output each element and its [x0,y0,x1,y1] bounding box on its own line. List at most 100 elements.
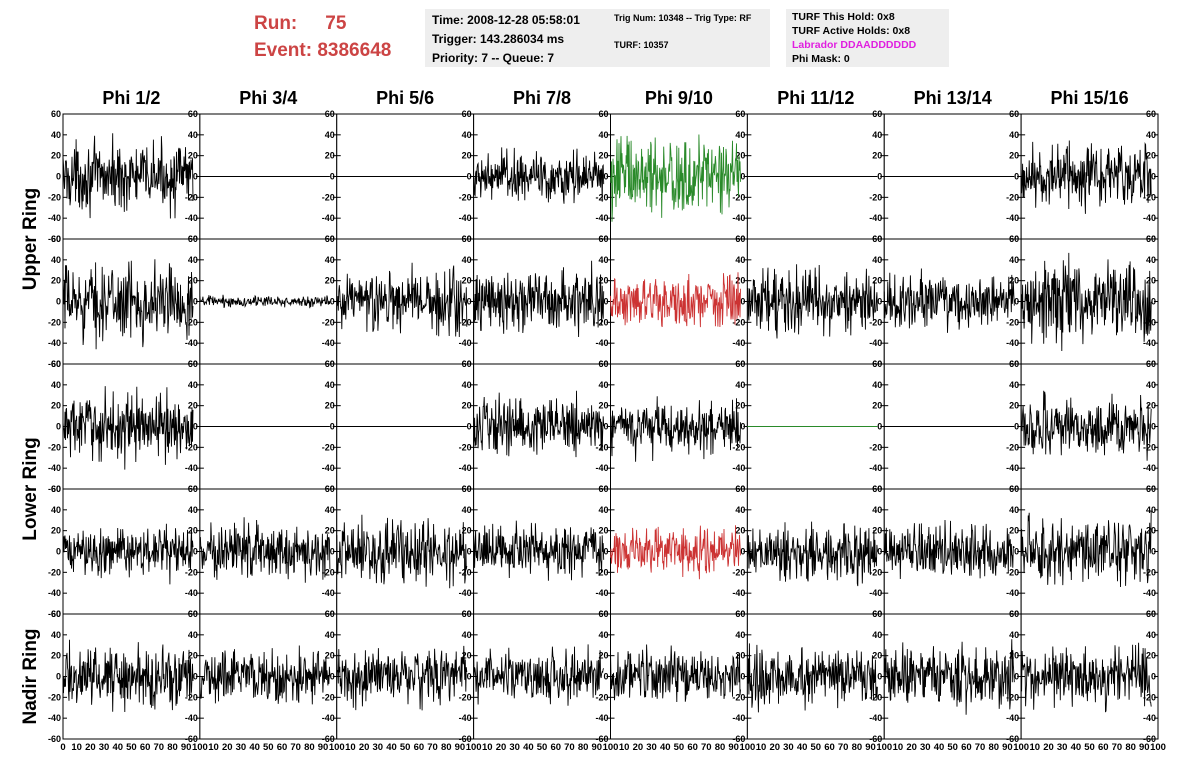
y-tick-label: -20 [732,317,745,327]
y-tick-label: 20 [1009,651,1019,661]
y-tick-label: 20 [51,276,61,286]
y-tick-label: 60 [598,109,608,119]
y-tick-label: 40 [735,255,745,265]
x-tick-label: 70 [290,742,301,753]
y-tick-label: 60 [1146,109,1156,119]
y-tick-label: 40 [1146,255,1156,265]
x-tick-label: 50 [811,742,822,753]
x-tick-label: 70 [154,742,165,753]
y-tick-label: 20 [1146,401,1156,411]
y-tick-label: -20 [869,567,882,577]
y-tick-label: 40 [598,630,608,640]
x-tick-label: 70 [564,742,575,753]
y-tick-label: 0 [56,547,61,557]
y-tick-label: -60 [48,734,61,744]
y-tick-label: 20 [51,401,61,411]
ring-labels: Upper Ring Lower Ring Nadir Ring [20,188,41,725]
y-tick-label: -40 [1143,338,1156,348]
y-tick-label: 60 [325,359,335,369]
x-tick-label: 10 [208,742,219,753]
x-tick-label: 40 [249,742,260,753]
x-tick-label: 60 [687,742,698,753]
waveform-trace [62,386,194,470]
waveform-trace [199,517,331,583]
y-tick-label: -40 [1006,713,1019,723]
trig-info-box: Trig Num: 10348 -- Trig Type: RF TURF: 1… [606,9,770,67]
y-tick-label: -20 [322,192,335,202]
y-tick-label: 0 [1014,547,1019,557]
x-tick-label: 50 [537,742,548,753]
x-tick-label: 90 [865,742,876,753]
y-tick-label: 60 [872,484,882,494]
y-tick-label: -40 [322,463,335,473]
y-tick-label: 20 [325,276,335,286]
x-tick-label: 40 [112,742,123,753]
x-tick-label: 90 [592,742,603,753]
waveform-trace [473,260,605,338]
y-tick-label: 40 [1146,630,1156,640]
y-tick-label: 20 [325,401,335,411]
y-tick-label: -20 [1143,192,1156,202]
y-tick-label: 40 [1009,505,1019,515]
waveform-trace [610,644,741,703]
y-tick-label: 20 [462,526,472,536]
y-tick-label: 60 [51,609,61,619]
y-tick-label: -40 [48,713,61,723]
y-tick-label: 0 [56,422,61,432]
x-tick-label: 10 [893,742,904,753]
waveform-trace [336,514,468,589]
y-tick-label: 40 [462,130,472,140]
y-tick-label: 40 [735,505,745,515]
y-tick-label: -20 [732,442,745,452]
waveform-trace [1020,252,1152,352]
x-tick-label: 30 [236,742,247,753]
y-tick-label: 20 [735,401,745,411]
y-tick-label: 40 [462,630,472,640]
y-tick-label: -40 [322,713,335,723]
y-tick-label: 60 [735,109,745,119]
x-tick-label: 60 [277,742,288,753]
x-tick-label: 30 [646,742,657,753]
y-tick-label: 20 [1009,151,1019,161]
y-tick-label: 60 [735,484,745,494]
y-tick-label: 0 [603,547,608,557]
y-tick-label: 60 [598,359,608,369]
y-tick-label: 40 [598,255,608,265]
y-tick-label: 20 [872,651,882,661]
x-tick-label: 80 [167,742,178,753]
y-tick-label: 60 [1009,234,1019,244]
y-tick-label: 20 [1146,276,1156,286]
y-tick-label: -60 [185,734,198,744]
x-tick-label: 50 [947,742,958,753]
trigger-text: Trigger: 143.286034 ms [432,32,565,46]
y-tick-label: -40 [732,338,745,348]
x-tick-label: 60 [961,742,972,753]
waveform-panel: -60 -60 -40 -40 -20 -20 0 0 20 20 40 40 60 60 [48,484,201,619]
y-tick-label: 0 [1151,672,1156,682]
ring-label: Nadir Ring [20,628,41,724]
phi-mask-text: Phi Mask: 0 [792,53,850,65]
y-tick-label: 60 [188,484,198,494]
y-tick-label: 20 [51,526,61,536]
y-tick-label: 0 [877,172,882,182]
y-tick-label: -60 [1006,734,1019,744]
x-tick-label: 80 [988,742,999,753]
y-tick-label: 40 [462,380,472,390]
waveform-trace [62,523,194,585]
y-tick-label: 40 [325,255,335,265]
y-tick-label: -40 [185,338,198,348]
y-tick-label: 20 [1146,151,1156,161]
y-tick-label: -40 [732,213,745,223]
y-tick-label: 20 [872,401,882,411]
y-tick-label: 20 [735,526,745,536]
y-tick-label: 40 [188,630,198,640]
x-tick-label: 30 [99,742,110,753]
